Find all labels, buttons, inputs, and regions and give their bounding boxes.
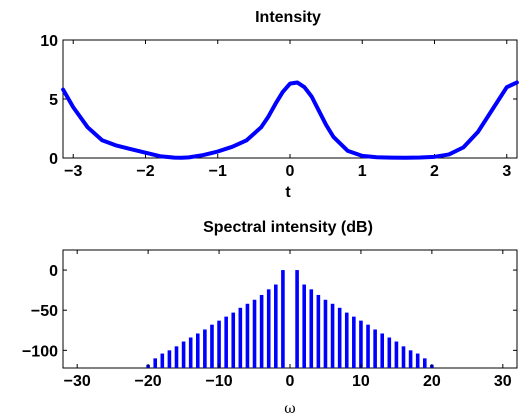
x-tick-label: −1	[209, 163, 227, 180]
spectral-bar	[167, 350, 172, 368]
spectral-bar	[259, 294, 264, 368]
intensity-chart: Intensity −3 −2 −1 0 1 2 3 0 5 10 t	[40, 9, 519, 201]
spectral-bar	[266, 289, 271, 368]
spectral-bar	[323, 299, 328, 368]
spectral-xtick-labels: −30 −20 −10 0 10 20 30	[64, 373, 512, 390]
spectral-bar	[160, 353, 165, 368]
y-tick-label: 0	[49, 263, 58, 280]
spectral-bar	[203, 329, 207, 368]
x-tick-label: −10	[205, 373, 232, 390]
spectral-bar	[252, 299, 257, 368]
spectral-bar	[309, 289, 314, 368]
spectral-ticks	[63, 250, 517, 368]
spectral-bar	[281, 270, 285, 368]
intensity-line	[61, 80, 519, 160]
spectral-bar	[359, 320, 363, 368]
spectral-bar	[217, 320, 221, 368]
spectral-bar	[174, 346, 179, 368]
spectral-bar	[373, 329, 377, 368]
x-tick-label: −2	[136, 163, 154, 180]
y-tick-label: 0	[49, 151, 58, 168]
intensity-xtick-labels: −3 −2 −1 0 1 2 3	[64, 163, 511, 180]
spectral-chart: Spectral intensity (dB) −30 −20 −10 0 10 20 30…	[22, 219, 518, 417]
y-tick-label: −50	[31, 303, 58, 320]
spectral-bars	[146, 270, 434, 368]
intensity-ytick-labels: 0 5 10	[40, 33, 58, 168]
spectral-bar	[387, 337, 392, 368]
x-tick-label: −3	[64, 163, 82, 180]
y-tick-label: 5	[49, 92, 58, 109]
spectral-bar	[238, 307, 243, 368]
spectral-bar	[195, 333, 200, 368]
spectral-bar	[366, 324, 370, 368]
x-tick-label: 3	[502, 163, 511, 180]
spectral-title: Spectral intensity (dB)	[203, 219, 373, 236]
y-tick-label: 10	[40, 33, 58, 50]
spectral-bar	[295, 270, 299, 368]
spectral-bar	[153, 358, 158, 368]
x-tick-label: −20	[135, 373, 162, 390]
intensity-xlabel: t	[285, 184, 291, 201]
spectral-bar	[394, 341, 399, 368]
spectral-xlabel: ω	[284, 401, 295, 417]
spectral-bar	[408, 350, 413, 368]
y-tick-label: −100	[22, 343, 58, 360]
spectral-bar	[401, 346, 406, 368]
x-tick-label: 0	[286, 163, 295, 180]
x-tick-label: 30	[494, 373, 512, 390]
x-tick-label: 0	[286, 373, 295, 390]
spectral-bar	[231, 312, 236, 368]
spectral-bar	[181, 341, 186, 368]
spectral-bar	[274, 284, 278, 368]
intensity-title: Intensity	[255, 9, 321, 26]
spectral-bar	[380, 333, 385, 368]
spectral-bar	[422, 358, 427, 368]
spectral-bar	[337, 307, 342, 368]
spectral-bar	[330, 303, 335, 368]
intensity-plot-frame	[62, 39, 518, 159]
spectral-bar	[210, 324, 214, 368]
x-tick-label: 20	[423, 373, 441, 390]
spectral-bar	[352, 316, 356, 368]
x-tick-label: 10	[352, 373, 370, 390]
spectral-bar	[245, 303, 250, 368]
spectral-bar	[415, 353, 420, 368]
spectral-bar	[344, 312, 349, 368]
x-tick-label: −30	[64, 373, 91, 390]
spectral-bar	[188, 337, 193, 368]
spectral-bar	[224, 316, 228, 368]
spectral-bar	[302, 284, 306, 368]
spectral-bar	[316, 294, 321, 368]
spectral-plot-frame	[62, 249, 518, 369]
spectral-ytick-labels: 0 −50 −100	[22, 263, 58, 360]
x-tick-label: 1	[358, 163, 367, 180]
x-tick-label: 2	[430, 163, 439, 180]
